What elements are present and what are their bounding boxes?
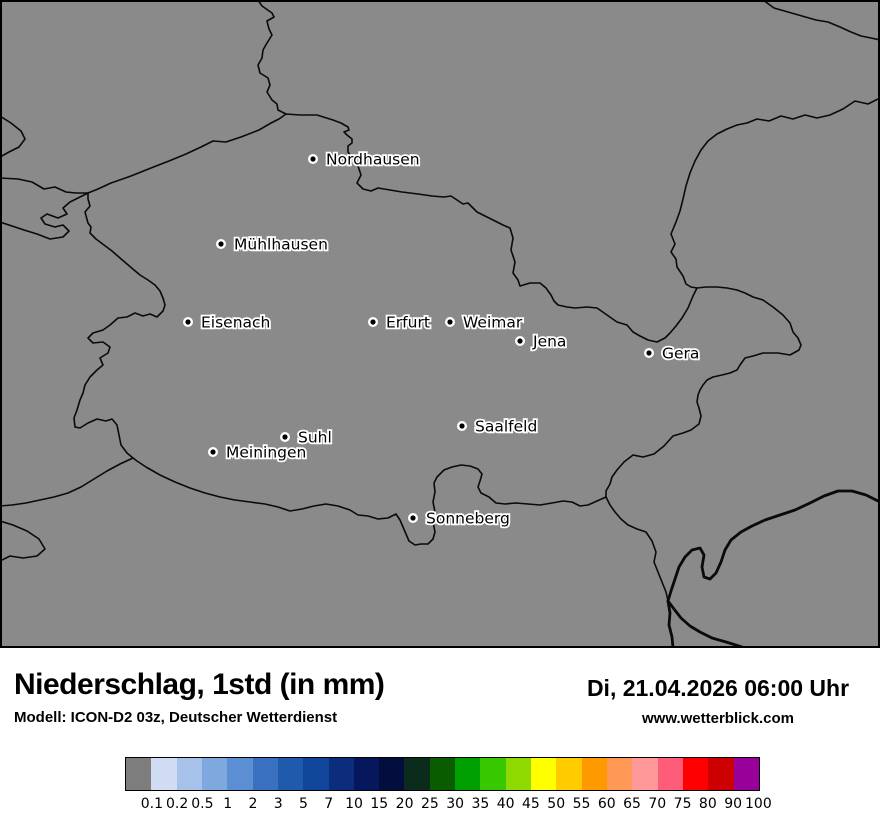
- border-top-right: [762, 0, 880, 41]
- city-label: Weimar: [463, 314, 523, 332]
- color-scale-tick-label: 7: [324, 796, 334, 812]
- city-label: Sonneberg: [426, 510, 510, 528]
- color-scale-segment: [632, 758, 658, 790]
- national-border-branch: [666, 599, 751, 648]
- color-scale-segment: [429, 758, 456, 790]
- color-scale-tick-label: 15: [370, 796, 389, 812]
- color-scale-segment: [455, 758, 481, 790]
- color-scale-segment: [176, 758, 202, 790]
- city-label: Suhl: [298, 429, 332, 447]
- color-scale-tick-label: 55: [572, 796, 591, 812]
- city-marker: [308, 153, 319, 164]
- color-scale-segment: [328, 758, 354, 790]
- color-scale-tick-label: 5: [299, 796, 308, 812]
- border-southwest-squiggle: [0, 520, 46, 562]
- city-marker: [215, 238, 226, 249]
- color-scale-tick-label: 90: [724, 796, 743, 812]
- datetime-block: Di, 21.04.2026 06:00 Uhr www.wetterblick…: [558, 675, 878, 727]
- color-scale-segment: [556, 758, 582, 790]
- color-scale-tick-label: 70: [648, 796, 667, 812]
- color-scale-tick-label: 20: [395, 796, 414, 812]
- color-scale-segment: [682, 758, 709, 790]
- color-scale-segment: [480, 758, 506, 790]
- city-marker: [445, 317, 456, 328]
- city-label: Eisenach: [201, 314, 270, 332]
- border-hesse-squiggle: [0, 192, 89, 240]
- color-scale-tick-label: 1: [223, 796, 233, 812]
- color-scale-tick-label: 10: [345, 796, 363, 812]
- website-url: www.wetterblick.com: [642, 710, 794, 727]
- color-scale-tick-label: 35: [471, 796, 490, 812]
- color-scale-segment: [657, 758, 683, 790]
- city-label: Jena: [532, 333, 566, 351]
- color-scale-segment: [708, 758, 734, 790]
- color-scale-tick-label: 65: [623, 796, 641, 812]
- city-label: Gera: [662, 345, 699, 363]
- color-scale-tick-label: 50: [547, 796, 566, 812]
- border-southeast: [605, 496, 669, 602]
- precipitation-map-canvas: Nordhausen Mühlhausen Eisenach Erfurt Weimar…: [0, 0, 880, 648]
- national-border: [666, 489, 880, 648]
- color-scale-tick-label: 0.2: [166, 796, 189, 812]
- color-scale-segment: [303, 758, 329, 790]
- color-scale-tick-label: 30: [446, 796, 465, 812]
- color-scale-segment: [201, 758, 228, 790]
- weather-map: Nordhausen Mühlhausen Eisenach Erfurt Weimar…: [0, 0, 880, 648]
- city-label: Meiningen: [226, 444, 306, 462]
- color-scale-segment: [252, 758, 278, 790]
- color-scale-segment: [404, 758, 430, 790]
- color-scale-segment: [151, 758, 177, 790]
- color-scale-tick-label: 80: [698, 796, 717, 812]
- color-scale-segment: [505, 758, 531, 790]
- city-label: Nordhausen: [326, 151, 420, 169]
- color-scale-segment: [353, 758, 380, 790]
- border-southwest-fork: [0, 457, 134, 507]
- color-scale-tick-label: 45: [522, 796, 540, 812]
- border-northwest: [257, 0, 287, 115]
- city-marker: [280, 432, 291, 443]
- map-background: [0, 0, 880, 648]
- city-label: Saalfeld: [475, 418, 537, 436]
- color-scale-segment: [126, 758, 152, 790]
- color-scale: [125, 757, 760, 791]
- color-scale-tick-label: 100: [745, 796, 772, 812]
- border-thuringia-outline: [73, 113, 802, 546]
- border-left-edge-piece: [0, 115, 26, 158]
- city-marker: [408, 513, 419, 524]
- valid-datetime: Di, 21.04.2026 06:00 Uhr: [586, 675, 850, 701]
- city-marker: [207, 447, 218, 458]
- color-scale-tick-label: 40: [496, 796, 515, 812]
- color-scale-tick-label: 75: [673, 796, 692, 812]
- city-marker: [368, 317, 379, 328]
- color-scale-segment: [606, 758, 633, 790]
- city-markers-layer: Nordhausen Mühlhausen Eisenach Erfurt Weimar…: [182, 149, 701, 529]
- border-northeast: [670, 97, 880, 289]
- color-scale-labels: 0.1 0.2 0.5 1 2 3 5 7 10 15 20 25 30 35 40 45 50 55 60 65 70…: [125, 796, 785, 814]
- city-label: Erfurt: [386, 314, 430, 332]
- map-frame: [0, 0, 880, 648]
- color-scale-tick-label: 0.1: [140, 796, 163, 812]
- color-scale-segment: [531, 758, 557, 790]
- caption-bar: Niederschlag, 1std (in mm) Modell: ICON-…: [0, 648, 880, 830]
- color-scale-tick-label: 0.5: [191, 796, 214, 812]
- color-scale-segment: [227, 758, 253, 790]
- color-scale-tick-label: 3: [273, 796, 283, 812]
- border-west-continuation: [0, 177, 89, 194]
- color-scale-tick-label: 2: [248, 796, 258, 812]
- city-marker: [457, 421, 468, 432]
- city-marker: [182, 317, 193, 328]
- map-title: Niederschlag, 1std (in mm): [14, 668, 385, 701]
- color-scale-segment: [581, 758, 607, 790]
- city-marker: [515, 336, 526, 347]
- city-label: Mühlhausen: [234, 236, 328, 254]
- color-scale-tick-label: 25: [420, 796, 439, 812]
- color-scale-segment: [733, 758, 759, 790]
- model-info: Modell: ICON-D2 03z, Deutscher Wetterdie…: [14, 709, 338, 726]
- city-marker: [644, 348, 655, 359]
- color-scale-segment: [277, 758, 304, 790]
- color-scale-segment: [379, 758, 405, 790]
- color-scale-tick-label: 60: [597, 796, 616, 812]
